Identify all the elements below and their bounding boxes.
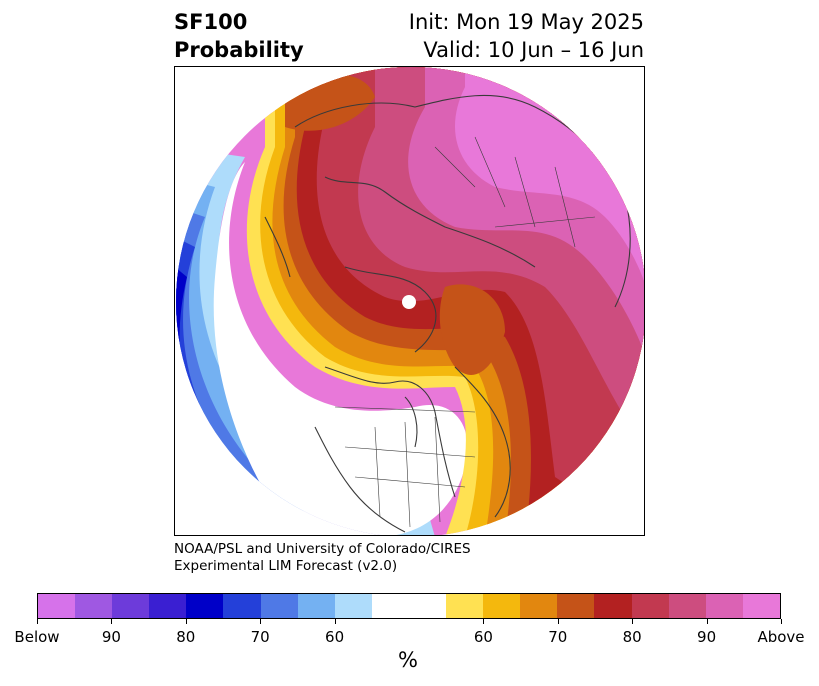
- colorbar-tick: [334, 619, 336, 624]
- colorbar-segment: [260, 594, 298, 618]
- colorbar-segment: [594, 594, 632, 618]
- colorbar-segment: [557, 594, 595, 618]
- colorbar-segment: [446, 594, 484, 618]
- colorbar-tick-label: 70: [548, 628, 568, 646]
- pole-marker: [402, 295, 416, 309]
- colorbar-segment: [483, 594, 521, 618]
- colorbar-tick: [483, 619, 485, 624]
- polar-map: [174, 66, 645, 536]
- colorbar-unit: %: [398, 648, 418, 672]
- colorbar-segment: [186, 594, 224, 618]
- colorbar-segment: [223, 594, 261, 618]
- colorbar-tick: [185, 619, 187, 624]
- colorbar-segment: [297, 594, 335, 618]
- colorbar-tick: [557, 619, 559, 624]
- colorbar-segment: [371, 594, 409, 618]
- colorbar-segment: [408, 594, 447, 618]
- colorbar-segment: [631, 594, 669, 618]
- probability-map-svg: [176, 67, 644, 535]
- init-date: Init: Mon 19 May 2025: [408, 10, 644, 34]
- valid-range: Valid: 10 Jun – 16 Jun: [423, 38, 644, 62]
- colorbar-tick: [632, 619, 634, 624]
- colorbar-tick: [260, 619, 262, 624]
- title-type: Probability: [174, 38, 304, 62]
- map-title: SF100 Probability: [174, 8, 304, 64]
- colorbar-segment: [742, 594, 780, 618]
- colorbar-segment: [112, 594, 150, 618]
- colorbar-segment: [334, 594, 372, 618]
- title-variable: SF100: [174, 10, 248, 34]
- colorbar-tick-label: 70: [250, 628, 270, 646]
- colorbar-tick: [706, 619, 708, 624]
- colorbar-segment: [520, 594, 558, 618]
- colorbar-segment: [75, 594, 113, 618]
- forecast-dates: Init: Mon 19 May 2025 Valid: 10 Jun – 16…: [409, 8, 644, 64]
- colorbar-tick-label: 60: [325, 628, 345, 646]
- colorbar-segment: [149, 594, 187, 618]
- colorbar-tick-label: 80: [176, 628, 196, 646]
- colorbar-tick: [37, 619, 38, 624]
- colorbar-segment: [38, 594, 76, 618]
- colorbar-tick: [781, 619, 782, 624]
- colorbar-segment: [705, 594, 743, 618]
- borders: [334, 136, 596, 528]
- colorbar-tick-label: 90: [101, 628, 121, 646]
- colorbar-tick-label: 80: [622, 628, 642, 646]
- colorbar-tick-label: Below: [14, 628, 60, 646]
- credit: NOAA/PSL and University of Colorado/CIRE…: [174, 541, 471, 575]
- colorbar-segment: [668, 594, 706, 618]
- credit-line2: Experimental LIM Forecast (v2.0): [174, 558, 398, 574]
- colorbar-tick-label: Above: [757, 628, 805, 646]
- colorbar-tick-label: 60: [473, 628, 493, 646]
- colorbar: [37, 593, 781, 619]
- credit-line1: NOAA/PSL and University of Colorado/CIRE…: [174, 541, 471, 557]
- colorbar-tick: [111, 619, 113, 624]
- colorbar-tick-label: 90: [697, 628, 717, 646]
- coastlines: [264, 94, 631, 533]
- probability-field: [176, 67, 644, 535]
